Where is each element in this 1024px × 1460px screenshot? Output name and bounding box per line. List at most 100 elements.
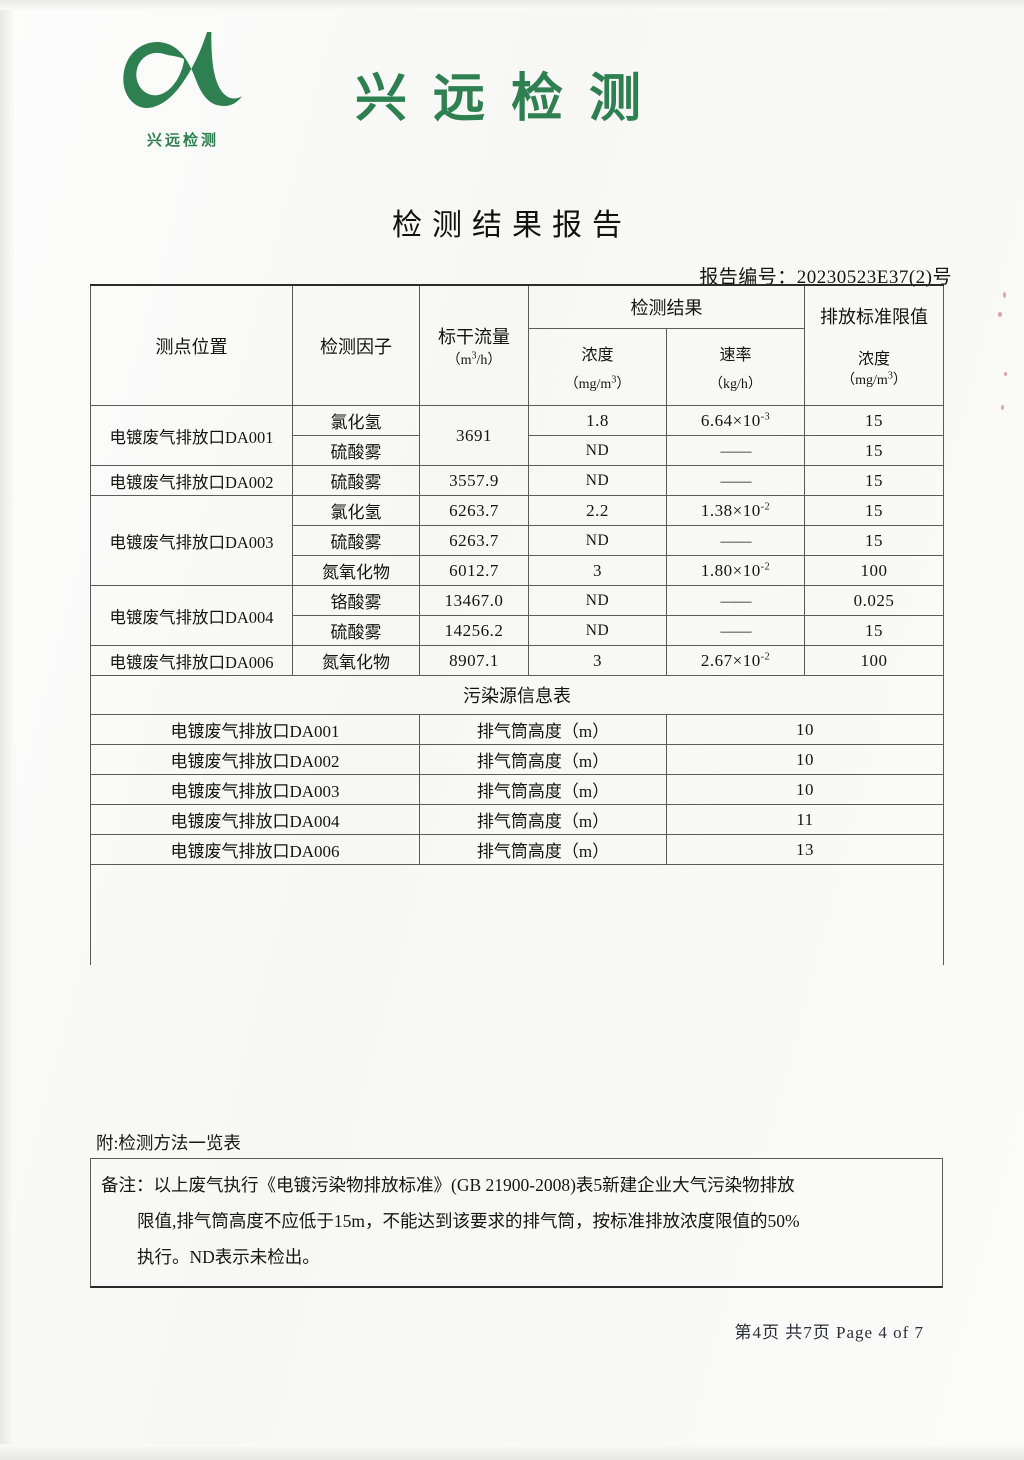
scan-edge-left <box>0 0 14 1460</box>
col-header-rate: 速率 （kg/h） <box>666 328 805 406</box>
cell-flow: 8907.1 <box>419 645 529 676</box>
cell-factor: 氮氧化物 <box>292 645 420 676</box>
cell-limit: 15 <box>804 495 944 526</box>
cell-flow: 3557.9 <box>419 465 529 496</box>
page-title: 检测结果报告 <box>392 209 632 242</box>
alpha-logo-icon <box>123 32 242 109</box>
cell-concentration: ND <box>528 525 667 556</box>
page-footer: 第4页 共7页 Page 4 of 7 <box>734 1323 924 1342</box>
cell-info-item: 排气筒高度（m） <box>419 834 667 865</box>
cell-flow: 14256.2 <box>419 615 529 646</box>
cell-concentration: 2.2 <box>528 495 667 526</box>
cell-info-site: 电镀废气排放口DA004 <box>90 804 420 835</box>
cell-rate: —— <box>666 465 805 496</box>
cell-flow: 13467.0 <box>419 585 529 616</box>
info-row: 电镀废气排放口DA002 排气筒高度（m） 10 <box>90 744 944 775</box>
remarks-box: 备注：以上废气执行《电镀污染物排放标准》(GB 21900-2008)表5新建企… <box>90 1158 943 1288</box>
scan-edge-bottom <box>0 1444 1024 1460</box>
cell-limit: 15 <box>804 435 944 466</box>
info-row: 电镀废气排放口DA001 排气筒高度（m） 10 <box>90 714 944 745</box>
col-group-limit-label: 排放标准限值 <box>820 306 928 327</box>
table-row: 电镀废气排放口DA006 氮氧化物 8907.1 3 2.67×10-2 100 <box>90 645 944 676</box>
cell-info-site: 电镀废气排放口DA001 <box>90 714 420 745</box>
cell-flow: 3691 <box>419 405 529 466</box>
table-row: 硫酸雾 6263.7 ND —— 15 <box>91 525 944 556</box>
cell-rate: —— <box>666 585 805 616</box>
report-number: 报告编号：20230523E37(2)号 <box>699 262 952 289</box>
info-section-band-row: 污染源信息表 <box>90 675 944 715</box>
col-header-rate-label: 速率 <box>719 347 752 364</box>
table-body: 电镀废气排放口DA001 氯化氢 3691 1.8 6.64×10-3 15 硫酸雾 ND ——… <box>90 405 944 965</box>
cell-rate: 6.64×10-3 <box>666 405 805 436</box>
cell-info-site: 电镀废气排放口DA006 <box>90 834 420 865</box>
cell-info-item: 排气筒高度（m） <box>419 804 667 835</box>
cell-concentration: 3 <box>528 645 667 676</box>
cell-limit: 15 <box>804 615 944 646</box>
cell-concentration: ND <box>528 435 667 466</box>
cell-limit: 15 <box>804 525 944 556</box>
stamp-speck <box>1001 405 1004 410</box>
col-header-flow-unit: （m3/h） <box>446 349 502 368</box>
cell-site: 电镀废气排放口DA004 <box>90 585 293 646</box>
brand-name: 兴远检测 <box>355 69 668 129</box>
stamp-speck <box>1003 292 1006 298</box>
cell-factor: 氯化氢 <box>292 405 420 436</box>
table-row: 电镀废气排放口DA002 硫酸雾 3557.9 ND —— 15 <box>90 465 944 496</box>
cell-site: 电镀废气排放口DA006 <box>90 645 293 676</box>
report-number-label: 报告编号： <box>699 267 797 288</box>
cell-limit: 15 <box>804 405 944 436</box>
cell-flow: 6263.7 <box>419 525 529 556</box>
cell-factor: 铬酸雾 <box>292 585 420 616</box>
cell-limit: 15 <box>804 465 944 496</box>
blank-cell <box>90 864 944 965</box>
cell-factor: 硫酸雾 <box>292 435 420 466</box>
cell-site: 电镀废气排放口DA002 <box>90 465 293 496</box>
cell-factor: 硫酸雾 <box>292 615 420 646</box>
cell-concentration: 3 <box>528 555 667 586</box>
logo-subtext: 兴远检测 <box>146 131 219 149</box>
cell-info-site: 电镀废气排放口DA003 <box>90 774 420 805</box>
cell-site: 电镀废气排放口DA001 <box>90 405 293 466</box>
info-section-title: 污染源信息表 <box>90 675 944 715</box>
attachment-note: 附:检测方法一览表 <box>96 1132 241 1153</box>
col-header-flow-label: 标干流量 <box>438 326 510 347</box>
col-header-site: 测点位置 <box>90 284 293 406</box>
cell-info-value: 10 <box>666 744 944 775</box>
table-row: 电镀废气排放口DA001 氯化氢 3691 1.8 6.64×10-3 15 <box>90 405 944 466</box>
table-row: 电镀废气排放口DA004 铬酸雾 13467.0 ND —— 0.025 <box>90 585 944 646</box>
table-row: 电镀废气排放口DA003 氯化氢 6263.7 2.2 1.38×10-2 15 <box>90 495 944 586</box>
col-header-conc: 浓度 （mg/m3） <box>528 328 667 406</box>
header-row-1: 测点位置 检测因子 标干流量 （m3/h） 检测结果 排放标准限值 浓度 （mg… <box>90 284 944 406</box>
cell-site: 电镀废气排放口DA003 <box>90 495 293 586</box>
table-row: 硫酸雾 ND —— 15 <box>91 435 944 466</box>
cell-factor: 硫酸雾 <box>292 465 420 496</box>
cell-concentration: ND <box>528 615 667 646</box>
col-header-factor: 检测因子 <box>292 284 420 406</box>
header-row-2: 浓度 （mg/m3） 速率 （kg/h） <box>91 328 944 406</box>
cell-limit: 0.025 <box>804 585 944 616</box>
col-group-limit: 排放标准限值 浓度 （mg/m3） <box>804 284 944 406</box>
cell-rate: —— <box>666 525 805 556</box>
cell-info-value: 13 <box>666 834 944 865</box>
cell-limit: 100 <box>804 645 944 676</box>
cell-flow: 6263.7 <box>419 495 529 526</box>
cell-info-item: 排气筒高度（m） <box>419 774 667 805</box>
cell-concentration: 1.8 <box>528 405 667 436</box>
cell-factor: 硫酸雾 <box>292 525 420 556</box>
document-header: 兴远检测 兴远检测 <box>0 18 1024 168</box>
col-group-result: 检测结果 <box>528 284 805 329</box>
cell-concentration: ND <box>528 465 667 496</box>
remarks-line-1: 备注：以上废气执行《电镀污染物排放标准》(GB 21900-2008)表5新建企… <box>101 1175 795 1195</box>
cell-factor: 氮氧化物 <box>292 555 420 586</box>
scan-edge-top <box>0 0 1024 10</box>
cell-rate: 2.67×10-2 <box>666 645 805 676</box>
blank-spacer-row <box>90 864 944 965</box>
cell-info-value: 10 <box>666 774 944 805</box>
cell-rate: —— <box>666 615 805 646</box>
cell-rate: 1.80×10-2 <box>666 555 805 586</box>
col-header-conc-unit: （mg/m3） <box>564 374 631 392</box>
cell-factor: 氯化氢 <box>292 495 420 526</box>
info-row: 电镀废气排放口DA006 排气筒高度（m） 13 <box>90 834 944 865</box>
stamp-speck <box>1004 372 1007 376</box>
table-header: 测点位置 检测因子 标干流量 （m3/h） 检测结果 排放标准限值 浓度 （mg… <box>90 284 944 406</box>
